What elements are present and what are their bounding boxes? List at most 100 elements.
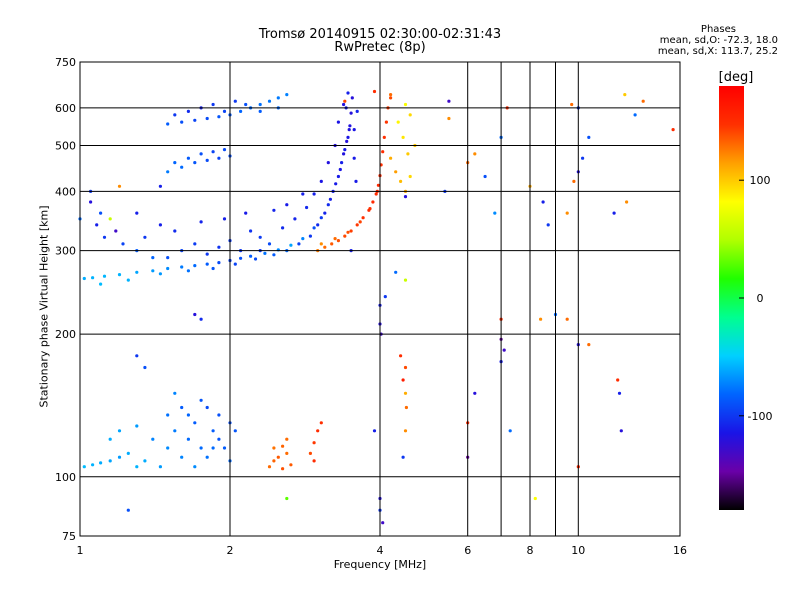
echo-point <box>205 116 209 121</box>
echo-point <box>336 174 340 179</box>
echo-point <box>623 93 627 97</box>
echo-point <box>354 179 358 183</box>
echo-point <box>326 203 330 207</box>
echo-point <box>205 252 209 256</box>
echo-point <box>371 200 375 204</box>
echo-point <box>82 276 86 281</box>
echo-point <box>281 226 285 230</box>
echo-point <box>587 135 591 139</box>
echo-point <box>633 113 637 117</box>
echo-point <box>389 156 393 160</box>
echo-point <box>186 269 190 273</box>
echo-point <box>352 128 356 132</box>
echo-point <box>343 148 347 152</box>
echo-point <box>166 122 170 126</box>
echo-point <box>158 465 162 469</box>
echo-point <box>166 266 170 271</box>
echo-point <box>108 217 112 221</box>
colorbar-tick-labels: -100 0 100 <box>739 174 772 423</box>
echo-point <box>158 184 162 188</box>
x-tick-label: 10 <box>571 544 585 557</box>
echo-point <box>151 256 155 260</box>
echo-point <box>285 496 289 501</box>
echo-point <box>297 242 301 246</box>
echo-point <box>276 96 280 100</box>
echo-point <box>323 211 327 215</box>
echo-point <box>91 463 95 467</box>
echo-point <box>319 242 323 246</box>
echo-point <box>205 455 209 459</box>
echo-point <box>401 378 405 382</box>
echo-point <box>323 245 327 249</box>
y-tick-label: 600 <box>55 102 76 115</box>
echo-point <box>205 262 209 266</box>
echo-point <box>587 343 591 347</box>
echo-point <box>82 465 86 469</box>
echo-point <box>355 109 359 113</box>
echo-point <box>671 128 675 132</box>
echo-point <box>319 179 323 183</box>
echo-point <box>308 451 312 455</box>
echo-point <box>135 270 139 274</box>
echo-point <box>348 124 352 128</box>
echo-point <box>581 156 585 160</box>
echo-point <box>211 266 215 271</box>
echo-point <box>372 429 377 433</box>
echo-point <box>249 254 253 258</box>
y-axis-label: Stationary phase Virtual Height [km] <box>37 205 51 408</box>
echo-point <box>346 91 350 95</box>
echo-point <box>193 465 197 469</box>
echo-point <box>404 405 408 410</box>
echo-point <box>253 257 258 261</box>
echo-point <box>233 99 237 103</box>
echo-point <box>493 211 497 215</box>
echo-point <box>403 195 408 199</box>
echo-point <box>272 459 276 463</box>
echo-point <box>199 317 203 321</box>
echo-point <box>135 211 139 215</box>
echo-point <box>135 354 139 358</box>
echo-point <box>193 118 197 122</box>
echo-point <box>483 174 487 179</box>
echo-point <box>126 278 130 282</box>
y-tick-label: 750 <box>55 56 76 69</box>
o-mode-phase-stats: mean, sd,O: -72.3, 18.0 <box>659 35 778 46</box>
echo-point <box>368 207 372 211</box>
echo-point <box>301 192 305 196</box>
echo-point <box>336 120 340 124</box>
echo-point <box>285 437 289 441</box>
echo-point <box>330 242 334 246</box>
echo-point <box>285 203 289 207</box>
echo-point <box>121 242 125 246</box>
echo-point <box>249 229 253 233</box>
echo-point <box>316 223 320 227</box>
echo-point <box>394 170 398 174</box>
echo-point <box>166 256 170 260</box>
echo-point <box>272 253 276 257</box>
y-tick-label: 75 <box>62 530 76 543</box>
echo-point <box>612 211 616 215</box>
echo-point <box>333 237 337 241</box>
phases-stats-header: Phases <box>700 24 736 35</box>
echo-point <box>180 405 184 410</box>
echo-point <box>244 211 248 215</box>
echo-point <box>95 223 99 227</box>
echo-point <box>180 265 184 269</box>
echo-point <box>276 455 280 459</box>
echo-point <box>233 429 237 433</box>
echo-point <box>401 135 405 139</box>
echo-point <box>565 317 569 321</box>
echo-point <box>91 276 95 280</box>
echo-point <box>447 99 451 103</box>
echo-point <box>99 211 103 215</box>
echo-point <box>346 135 350 139</box>
echo-point <box>222 109 227 113</box>
echo-point <box>193 242 197 246</box>
echo-point <box>326 161 330 165</box>
echo-point <box>166 413 170 417</box>
echo-point <box>199 220 203 224</box>
echo-point <box>186 109 190 113</box>
echo-point <box>217 261 221 265</box>
x-tick-label: 1 <box>77 544 84 557</box>
echo-point <box>217 437 221 441</box>
